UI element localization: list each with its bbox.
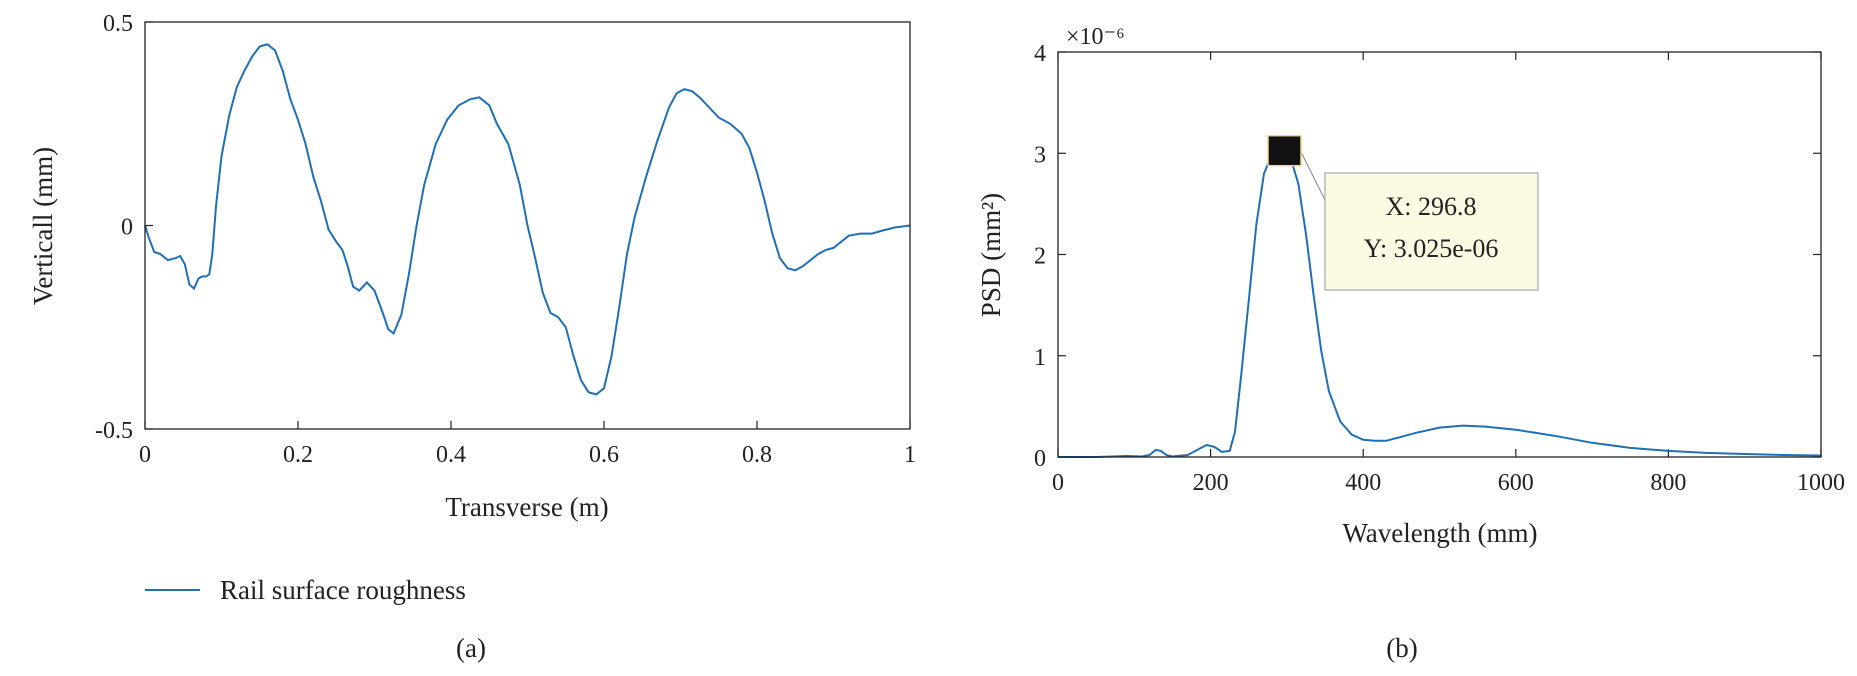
chart-b-x-tick-label: 600 xyxy=(1498,470,1534,496)
chart-a-x-tick-label: 0.2 xyxy=(283,442,313,468)
chart-a-x-tick-label: 0.4 xyxy=(436,442,466,468)
chart-a-caption: (a) xyxy=(456,633,486,663)
chart-b-plot-frame xyxy=(1057,51,1822,458)
chart-b-y-axis-label: PSD (mm²) xyxy=(976,193,1006,317)
chart-a-plot-frame xyxy=(144,21,911,430)
chart-a-x-tick-label: 0.6 xyxy=(589,442,619,468)
chart-b: 0 200 400 600 800 1000 0 1 2 3 4 ×10⁻⁶ Wavelength … xyxy=(976,24,1845,663)
chart-a: 0 0.2 0.4 0.6 0.8 1-0.500.5 Transverse (m) Ve… xyxy=(28,11,916,663)
chart-b-x-tick-label: 0 xyxy=(1052,470,1064,496)
chart-a-tick-labels: 0 0.2 0.4 0.6 0.8 1-0.500.5 xyxy=(95,11,916,468)
chart-a-series-line xyxy=(144,43,911,396)
chart-b-y-tick-label: 4 xyxy=(1034,41,1046,67)
chart-b-x-tick-label: 1000 xyxy=(1797,470,1845,496)
datatip-leader xyxy=(1300,150,1326,201)
chart-a-x-tick-label: 1 xyxy=(904,442,916,468)
datatip-marker[interactable] xyxy=(1267,134,1302,167)
chart-b-x-axis-label: Wavelength (mm) xyxy=(1342,518,1537,548)
datatip-x-text: X: 296.8 xyxy=(1386,192,1477,221)
chart-b-tick-labels: 0 200 400 600 800 1000 0 1 2 3 4 xyxy=(1034,41,1845,496)
chart-b-x-tick-label: 400 xyxy=(1345,470,1381,496)
chart-b-y-tick-label: 1 xyxy=(1034,345,1046,371)
chart-a-y-tick-label: 0.5 xyxy=(103,11,133,37)
chart-b-caption: (b) xyxy=(1386,633,1417,663)
chart-a-x-axis-label: Transverse (m) xyxy=(445,492,608,522)
chart-b-x-tick-label: 200 xyxy=(1193,470,1229,496)
chart-a-x-tick-label: 0 xyxy=(139,442,151,468)
chart-a-x-tick-label: 0.8 xyxy=(742,442,772,468)
chart-b-x-tick-label: 800 xyxy=(1650,470,1686,496)
datatip-y-text: Y: 3.025e-06 xyxy=(1364,234,1499,263)
chart-b-y-tick-label: 0 xyxy=(1034,446,1046,472)
datatip-box xyxy=(1324,172,1539,291)
chart-b-datatip[interactable]: X: 296.8 Y: 3.025e-06 xyxy=(1267,134,1539,291)
chart-b-y-tick-label: 3 xyxy=(1034,142,1046,168)
chart-a-legend: Rail surface roughness xyxy=(145,575,466,605)
chart-a-y-tick-label: 0 xyxy=(121,215,133,241)
chart-b-y-multiplier: ×10⁻⁶ xyxy=(1066,24,1125,50)
chart-b-y-tick-label: 2 xyxy=(1034,244,1046,270)
chart-a-y-axis-label: Verticall (mm) xyxy=(28,147,58,305)
legend-label: Rail surface roughness xyxy=(220,575,466,605)
chart-a-y-tick-label: -0.5 xyxy=(95,418,133,444)
